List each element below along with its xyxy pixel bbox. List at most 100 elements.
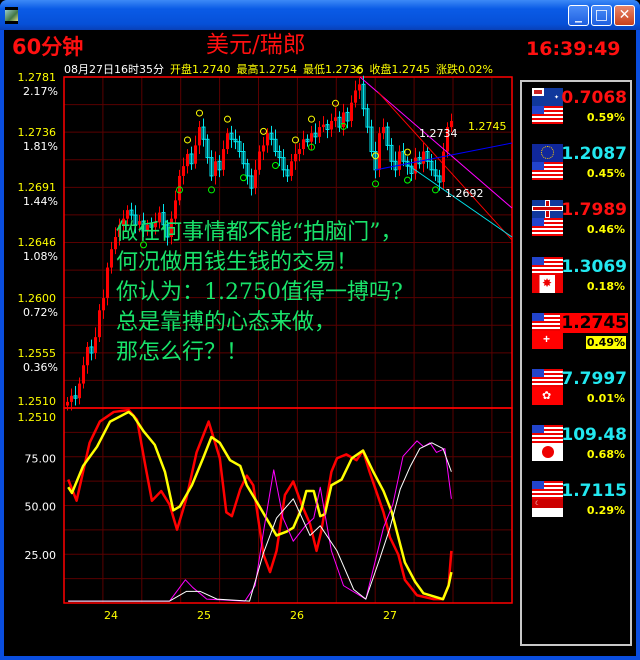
candle-body xyxy=(194,145,197,164)
quote-item[interactable]: 1.2087 0.45% xyxy=(522,140,630,196)
candle-body xyxy=(277,151,282,159)
candle-body xyxy=(214,161,217,176)
swing-high-marker xyxy=(404,148,411,156)
candle xyxy=(393,151,398,178)
candle-body xyxy=(285,169,290,177)
candle xyxy=(189,146,194,170)
candle xyxy=(369,119,374,157)
quote-panel: ✦ 0.7068 0.59% 1.2087 0.45% 1.7989 0.46%… xyxy=(520,80,632,646)
trendline xyxy=(407,164,513,238)
candle xyxy=(66,397,69,411)
quote-item[interactable]: 109.48 0.68% xyxy=(522,421,630,477)
candle-body xyxy=(154,222,157,228)
swing-low-marker xyxy=(140,241,147,249)
candle xyxy=(450,113,453,132)
swing-low-marker xyxy=(208,186,215,194)
candle xyxy=(313,123,318,145)
currency-pair-flag-icon: + xyxy=(532,312,563,349)
candle xyxy=(305,134,310,147)
close-button[interactable]: ✕ xyxy=(614,5,635,26)
chart-window-client: 60分钟 美元/瑞郎 16:39:49 08月27日16时35分 开盘1.2740… xyxy=(4,30,636,656)
candle-body xyxy=(129,209,134,216)
candle xyxy=(310,125,313,151)
candle xyxy=(285,164,290,183)
trendline xyxy=(374,142,513,171)
candle-body xyxy=(361,83,366,110)
quote-item[interactable]: ✿ 7.7997 0.01% xyxy=(522,365,630,421)
overlay-line: 总是靠搏的心态来做， xyxy=(116,310,337,335)
currency-pair-flag-icon: ✸ xyxy=(532,256,563,293)
candle-body xyxy=(290,161,293,176)
swing-high-marker xyxy=(372,152,379,160)
candle xyxy=(294,144,297,170)
y-tick-label: 1.2510 xyxy=(18,395,57,408)
bar-low: 最低1.2736 xyxy=(303,63,364,76)
candle-body xyxy=(222,149,225,170)
flag-us-icon xyxy=(532,162,563,181)
candle-body xyxy=(262,145,265,152)
candle xyxy=(201,118,206,147)
candle xyxy=(89,339,94,361)
candle-body xyxy=(70,395,73,402)
candle xyxy=(273,129,278,157)
quote-price: 0.7068 xyxy=(561,88,627,108)
candle xyxy=(194,135,197,169)
candle-body xyxy=(354,90,357,103)
candle-body xyxy=(350,102,353,121)
price-chart[interactable]: 1.27812.17%1.27361.81%1.26911.44%1.26461… xyxy=(4,30,520,656)
candle-body xyxy=(110,249,113,268)
candle-body xyxy=(298,149,301,154)
candle-body xyxy=(437,175,442,183)
swing-high-marker xyxy=(196,109,203,117)
quote-item[interactable]: 1.7989 0.46% xyxy=(522,196,630,252)
flag-us-icon xyxy=(532,481,563,500)
candle xyxy=(414,147,417,180)
overlay-comment: 做任何事情都不能“拍脑门”， 何况做用钱生钱的交易！ 你认为：1.2750值得一… xyxy=(116,218,403,368)
flag-jp-icon xyxy=(532,443,563,462)
swing-low-marker xyxy=(176,186,183,194)
quote-price: 7.7997 xyxy=(561,369,627,389)
app-icon[interactable] xyxy=(5,7,18,24)
currency-pair-flag-icon: ✿ xyxy=(532,369,563,405)
candle-body xyxy=(302,139,305,150)
candle-body xyxy=(269,132,274,140)
candle-body xyxy=(281,157,286,171)
x-tick-label: 24 xyxy=(104,609,118,622)
candle-body xyxy=(82,365,85,384)
minimize-button[interactable]: _ xyxy=(568,5,589,26)
quote-price: 1.7989 xyxy=(561,200,627,221)
quote-item[interactable]: ✸ 1.3069 0.18% xyxy=(522,253,630,309)
candle-body xyxy=(118,224,121,238)
candle-body xyxy=(249,175,254,189)
candle-body xyxy=(146,224,149,231)
maximize-button[interactable]: □ xyxy=(591,5,612,26)
swing-low-marker xyxy=(404,176,411,184)
quote-item[interactable]: ☾ 1.7115 0.29% xyxy=(522,477,630,533)
quote-price: 109.48 xyxy=(561,425,627,446)
candle xyxy=(249,168,254,196)
candle xyxy=(70,388,73,411)
indicator-tick-label: 50.00 xyxy=(25,501,57,514)
candle xyxy=(86,342,89,374)
candle-body xyxy=(318,127,321,137)
title-bar[interactable]: _ □ ✕ xyxy=(0,0,640,30)
bar-high: 最高1.2754 xyxy=(236,63,298,76)
candle xyxy=(217,155,222,178)
candle-body xyxy=(422,151,425,164)
candle xyxy=(365,103,370,134)
candle-body xyxy=(178,175,181,201)
candle-body xyxy=(114,237,117,250)
currency-pair-flag-icon xyxy=(532,144,563,181)
clock: 16:39:49 xyxy=(526,38,621,60)
indicator-top-label: 1.2510 xyxy=(18,411,57,424)
candle xyxy=(146,219,149,236)
quote-item[interactable]: + 1.2745 0.49% xyxy=(522,309,630,365)
flag-us-icon xyxy=(532,369,563,387)
quote-item[interactable]: ✦ 0.7068 0.59% xyxy=(522,84,630,140)
quote-change: 0.68% xyxy=(586,448,625,462)
y-tick-pct: 1.81% xyxy=(23,140,58,153)
bar-datetime: 08月27日16时35分 xyxy=(64,63,164,76)
candle xyxy=(337,111,342,132)
candle-body xyxy=(94,337,97,354)
candle xyxy=(186,149,189,174)
